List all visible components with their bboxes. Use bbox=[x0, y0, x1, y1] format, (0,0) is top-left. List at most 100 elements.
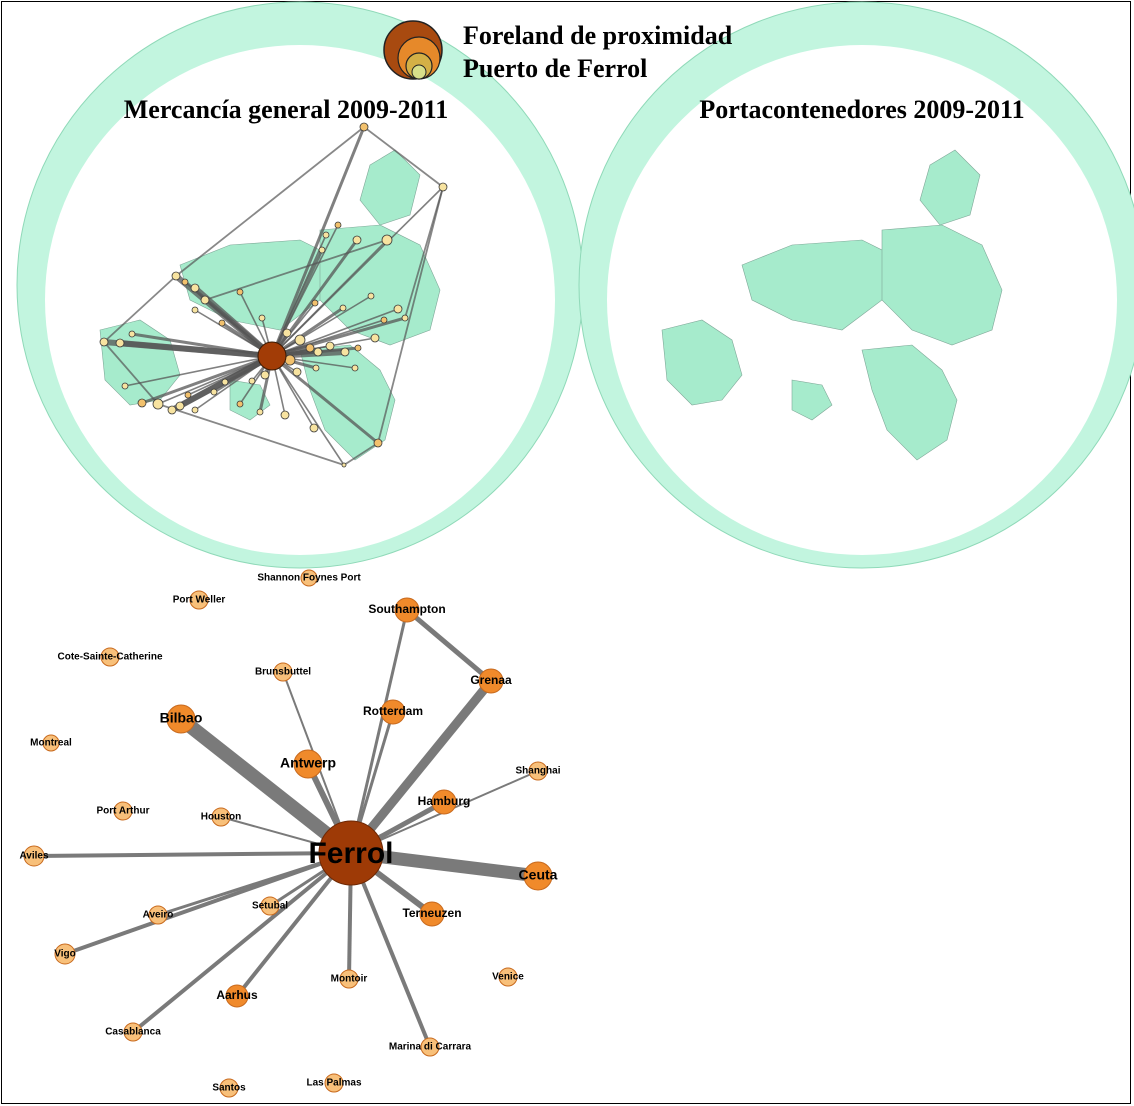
edge-ferrol-aviles bbox=[33, 851, 352, 858]
flow-line bbox=[141, 354, 273, 405]
node-label-shannon-foynes-port: Shannon Foynes Port bbox=[257, 573, 361, 584]
node-label-las-palmas: Las Palmas bbox=[306, 1078, 361, 1089]
port-dot bbox=[128, 330, 136, 338]
legend-line-2: Puerto de Ferrol bbox=[463, 54, 647, 83]
port-dot bbox=[381, 234, 393, 246]
globe-mercancia bbox=[16, 1, 584, 569]
map-title-portacontenedores: Portacontenedores 2009-2011 bbox=[699, 95, 1024, 124]
port-dot bbox=[309, 423, 319, 433]
flow-line bbox=[187, 355, 273, 396]
port-dot bbox=[393, 304, 403, 314]
flow-line bbox=[103, 275, 177, 343]
world-landmass bbox=[661, 149, 1003, 461]
port-dot bbox=[380, 316, 388, 324]
legend-line-1: Foreland de proximidad bbox=[463, 21, 733, 50]
port-dot bbox=[258, 314, 266, 322]
flow-line bbox=[270, 126, 366, 357]
node-aarhus bbox=[225, 984, 249, 1008]
port-dot bbox=[191, 306, 199, 314]
port-dot bbox=[351, 364, 359, 372]
node-label-aarhus: Aarhus bbox=[216, 988, 258, 1002]
node-label-brunsbuttel: Brunsbuttel bbox=[255, 667, 311, 678]
port-dot bbox=[181, 278, 189, 286]
network-labels: Shannon Foynes Port Port Weller Southampto… bbox=[19, 573, 560, 1094]
edge-ferrol-bilbao bbox=[176, 713, 356, 859]
port-dot bbox=[334, 221, 342, 229]
flow-line bbox=[270, 249, 324, 357]
globe-portacontenedores bbox=[578, 1, 1134, 569]
port-dot bbox=[260, 370, 270, 380]
node-montreal bbox=[42, 734, 60, 752]
node-label-grenaa: Grenaa bbox=[470, 673, 512, 687]
port-dot bbox=[248, 377, 256, 385]
node-ceuta bbox=[523, 861, 553, 891]
port-dot bbox=[280, 410, 290, 420]
node-shanghai bbox=[528, 761, 548, 781]
node-label-shanghai: Shanghai bbox=[515, 766, 560, 777]
node-shannon-foynes-port bbox=[300, 569, 318, 587]
legend-circle-smallest bbox=[411, 64, 427, 80]
node-label-santos: Santos bbox=[212, 1083, 246, 1094]
node-aveiro bbox=[148, 905, 168, 925]
node-label-vigo: Vigo bbox=[54, 949, 75, 960]
flow-line bbox=[377, 186, 444, 444]
port-dot bbox=[218, 319, 226, 327]
port-dot bbox=[190, 283, 200, 293]
node-montoir bbox=[339, 969, 359, 989]
node-label-bilbao: Bilbao bbox=[160, 710, 203, 726]
port-dot bbox=[175, 401, 185, 411]
edge-ferrol-marina-di-carrara bbox=[349, 852, 432, 1048]
port-dot bbox=[115, 338, 125, 348]
port-dot bbox=[367, 292, 375, 300]
node-cote-sainte-catherine bbox=[100, 647, 120, 667]
port-dot bbox=[167, 405, 177, 415]
port-dot bbox=[282, 328, 292, 338]
node-label-venice: Venice bbox=[492, 972, 524, 983]
port-dot bbox=[352, 235, 362, 245]
port-dot bbox=[292, 367, 302, 377]
port-dot bbox=[340, 347, 350, 357]
node-label-houston: Houston bbox=[201, 812, 242, 823]
node-las-palmas bbox=[324, 1073, 344, 1093]
node-aviles bbox=[23, 845, 45, 867]
flow-line bbox=[103, 341, 159, 405]
flow-line bbox=[271, 337, 376, 357]
port-dot bbox=[121, 382, 129, 390]
node-label-ferrol: Ferrol bbox=[308, 837, 393, 870]
flow-line bbox=[343, 442, 379, 466]
legend: Foreland de proximidad Puerto de Ferrol bbox=[383, 20, 733, 83]
node-brunsbuttel bbox=[273, 662, 293, 682]
node-antwerp bbox=[293, 749, 323, 779]
map-title-mercancia: Mercancía general 2009-2011 bbox=[124, 95, 448, 124]
edge-ferrol-southampton bbox=[349, 609, 409, 854]
port-dot bbox=[313, 347, 323, 357]
port-dot-ferrol bbox=[257, 341, 287, 371]
node-label-aveiro: Aveiro bbox=[143, 910, 174, 921]
port-dot bbox=[200, 295, 210, 305]
network-diagram: Shannon Foynes Port Port Weller Southampto… bbox=[19, 569, 561, 1098]
edge-ferrol-vigo bbox=[64, 851, 352, 956]
flow-line bbox=[204, 239, 388, 301]
port-dot bbox=[359, 122, 369, 132]
node-label-terneuzen: Terneuzen bbox=[402, 906, 461, 920]
port-dot bbox=[339, 304, 347, 312]
port-dot bbox=[438, 182, 448, 192]
port-dot bbox=[370, 333, 380, 343]
flow-line bbox=[271, 308, 399, 357]
port-dot bbox=[221, 378, 229, 386]
port-dot bbox=[318, 246, 326, 254]
node-terneuzen bbox=[419, 901, 445, 927]
node-bilbao bbox=[166, 704, 196, 734]
flow-line bbox=[124, 355, 273, 387]
port-dot bbox=[99, 337, 109, 347]
node-label-southampton: Southampton bbox=[368, 602, 445, 616]
node-casablanca bbox=[123, 1022, 143, 1042]
port-dots bbox=[99, 122, 448, 468]
port-dot bbox=[341, 462, 347, 468]
flow-line bbox=[131, 332, 273, 358]
flow-line bbox=[157, 403, 345, 466]
network-nodes bbox=[23, 569, 553, 1098]
node-setubal bbox=[260, 896, 280, 916]
port-dot bbox=[311, 299, 319, 307]
port-dot bbox=[184, 391, 192, 399]
